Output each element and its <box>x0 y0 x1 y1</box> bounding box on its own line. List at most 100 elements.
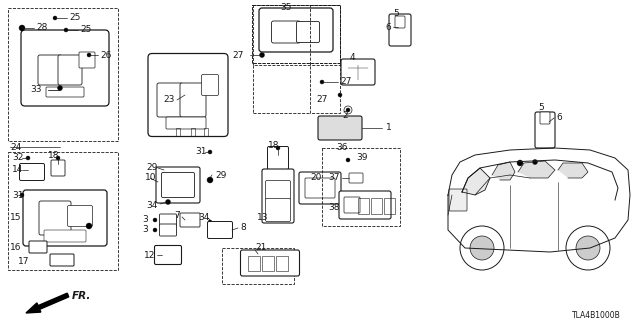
FancyBboxPatch shape <box>180 213 200 227</box>
FancyBboxPatch shape <box>44 230 86 242</box>
Circle shape <box>259 52 264 58</box>
FancyBboxPatch shape <box>318 116 362 140</box>
Text: 25: 25 <box>80 26 92 35</box>
FancyBboxPatch shape <box>166 117 206 129</box>
FancyBboxPatch shape <box>271 21 301 43</box>
Text: 10: 10 <box>145 173 157 182</box>
Text: 7: 7 <box>174 211 180 220</box>
FancyBboxPatch shape <box>21 30 109 106</box>
Circle shape <box>208 220 212 224</box>
FancyBboxPatch shape <box>268 147 289 170</box>
FancyBboxPatch shape <box>296 21 319 43</box>
Bar <box>204 128 208 136</box>
Text: 3: 3 <box>142 215 148 225</box>
FancyBboxPatch shape <box>266 198 291 221</box>
Text: 34: 34 <box>198 213 209 222</box>
Text: 20: 20 <box>310 173 321 182</box>
Text: 31: 31 <box>195 148 207 156</box>
Text: 15: 15 <box>10 213 22 222</box>
Text: 21: 21 <box>255 244 266 252</box>
Text: 25: 25 <box>69 13 81 22</box>
Bar <box>384 198 395 214</box>
Circle shape <box>338 93 342 97</box>
Text: 35: 35 <box>280 4 291 12</box>
Bar <box>322 148 400 226</box>
Circle shape <box>153 218 157 222</box>
Text: 2: 2 <box>342 111 348 121</box>
Circle shape <box>86 223 92 229</box>
Circle shape <box>26 156 30 160</box>
Text: 18: 18 <box>48 151 60 161</box>
FancyBboxPatch shape <box>344 197 360 213</box>
FancyBboxPatch shape <box>29 241 47 253</box>
Text: 6: 6 <box>556 114 562 123</box>
FancyBboxPatch shape <box>157 83 183 117</box>
Bar <box>191 128 195 136</box>
FancyBboxPatch shape <box>58 55 82 85</box>
FancyBboxPatch shape <box>154 245 182 265</box>
Circle shape <box>207 177 213 183</box>
FancyBboxPatch shape <box>159 214 177 226</box>
Text: 26: 26 <box>100 51 111 60</box>
FancyBboxPatch shape <box>259 8 333 52</box>
Text: 27: 27 <box>317 95 328 105</box>
Circle shape <box>165 169 171 175</box>
Text: 31: 31 <box>12 190 24 199</box>
Text: 27: 27 <box>232 51 244 60</box>
Circle shape <box>208 150 212 154</box>
FancyBboxPatch shape <box>349 173 363 183</box>
Circle shape <box>346 158 350 162</box>
Circle shape <box>19 25 25 31</box>
FancyBboxPatch shape <box>161 172 195 197</box>
Bar <box>248 256 260 271</box>
FancyBboxPatch shape <box>341 59 375 85</box>
FancyBboxPatch shape <box>67 205 93 227</box>
Text: 27: 27 <box>340 77 351 86</box>
FancyArrow shape <box>26 293 68 313</box>
FancyBboxPatch shape <box>266 180 291 199</box>
Bar <box>8 8 118 141</box>
Text: 23: 23 <box>164 95 175 105</box>
Text: 28: 28 <box>36 23 47 33</box>
Text: 13: 13 <box>257 213 268 222</box>
Text: 12: 12 <box>143 251 155 260</box>
Bar <box>222 248 294 284</box>
FancyBboxPatch shape <box>299 172 341 204</box>
FancyBboxPatch shape <box>79 52 95 68</box>
Text: 17: 17 <box>18 257 29 266</box>
Circle shape <box>56 156 60 160</box>
Circle shape <box>532 159 538 164</box>
Text: 29: 29 <box>147 164 158 172</box>
Text: 29: 29 <box>215 171 227 180</box>
FancyBboxPatch shape <box>535 112 555 148</box>
Circle shape <box>87 53 91 57</box>
Text: 36: 36 <box>336 143 348 153</box>
FancyBboxPatch shape <box>449 189 467 211</box>
FancyBboxPatch shape <box>395 16 405 28</box>
Circle shape <box>53 16 57 20</box>
Circle shape <box>58 85 63 91</box>
Text: 6: 6 <box>385 22 391 31</box>
FancyBboxPatch shape <box>305 178 335 198</box>
Bar <box>252 5 340 63</box>
Polygon shape <box>558 163 588 178</box>
Bar <box>262 256 274 271</box>
Circle shape <box>153 228 157 232</box>
Text: 34: 34 <box>147 201 158 210</box>
Bar <box>253 5 340 65</box>
Circle shape <box>566 226 610 270</box>
Text: 4: 4 <box>350 53 356 62</box>
Text: 3: 3 <box>142 226 148 235</box>
FancyBboxPatch shape <box>202 75 218 95</box>
Circle shape <box>64 28 68 32</box>
Circle shape <box>346 108 350 112</box>
FancyBboxPatch shape <box>38 55 62 85</box>
FancyBboxPatch shape <box>156 167 200 203</box>
Polygon shape <box>462 168 490 195</box>
Circle shape <box>517 160 523 166</box>
FancyBboxPatch shape <box>159 224 177 236</box>
Text: 1: 1 <box>386 124 392 132</box>
FancyBboxPatch shape <box>241 250 300 276</box>
Polygon shape <box>492 162 515 180</box>
FancyBboxPatch shape <box>39 201 71 235</box>
